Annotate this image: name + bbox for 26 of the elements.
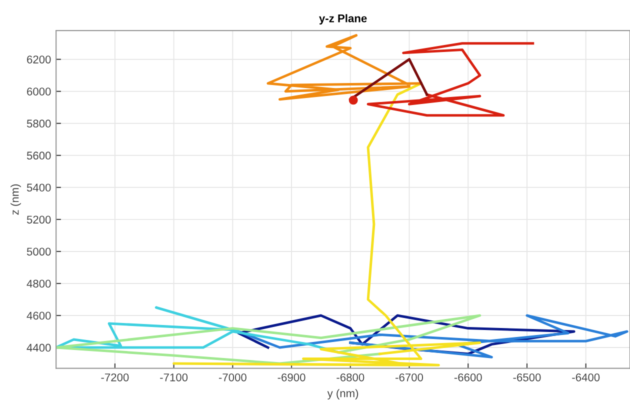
line-series — [172, 82, 482, 366]
y-axis-title: z (nm) — [10, 184, 21, 215]
chart-title: y-z Plane — [319, 14, 367, 24]
x-tick-label: -7000 — [218, 373, 246, 382]
x-tick-label: -6900 — [278, 373, 306, 382]
x-axis-title: y (nm) — [327, 389, 358, 400]
line-series — [366, 42, 534, 117]
x-tick-label: -6800 — [336, 373, 364, 382]
y-tick-label: 4800 — [26, 280, 51, 288]
y-tick-label: 6000 — [27, 88, 51, 96]
y-tick-label: 6200 — [27, 56, 51, 64]
line-series — [56, 314, 482, 365]
y-tick-label: 4400 — [26, 344, 51, 352]
x-tick-label: -7200 — [101, 373, 129, 382]
y-tick-label: 5800 — [26, 120, 51, 128]
x-tick-label: -6400 — [572, 373, 600, 382]
x-tick-label: -6500 — [513, 373, 541, 382]
y-tick-label: 5600 — [26, 152, 51, 160]
line-series — [266, 34, 422, 101]
y-tick-label: 5200 — [26, 216, 51, 224]
y-tick-label: 5400 — [26, 184, 51, 192]
y-tick-label: 5000 — [26, 248, 51, 256]
x-tick-label: -6600 — [454, 373, 482, 382]
y-tick-label: 4600 — [26, 312, 51, 320]
x-tick-label: -6700 — [396, 373, 424, 382]
x-tick-label: -7100 — [160, 373, 188, 382]
